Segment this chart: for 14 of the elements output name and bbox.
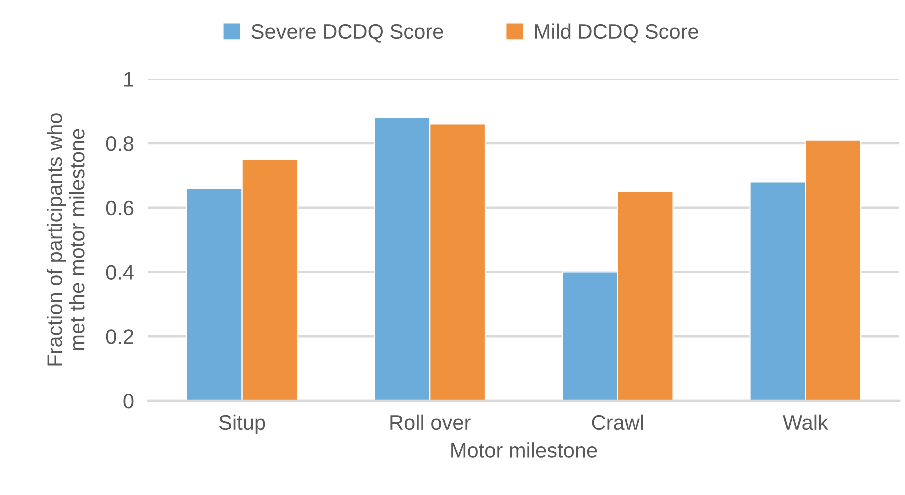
x-tick-label: Situp: [220, 414, 266, 434]
x-tick-label: Crawl: [592, 414, 644, 430]
x-axis-title: Motor milestone: [452, 442, 598, 458]
legend-label: Mild DCDQ Score: [535, 24, 698, 43]
y-tick-label: 0.4: [106, 265, 134, 280]
x-tick-label: Roll over: [390, 414, 471, 430]
x-tick-label: Walk: [783, 414, 828, 430]
y-tick-label: 0.2: [106, 330, 134, 344]
legend-label: Severe DCDQ Score: [252, 24, 444, 43]
y-tick-label: 0.8: [106, 136, 134, 152]
y-tick-label: 0.6: [106, 200, 134, 216]
y-axis-title: Fraction of participants who met the motor milestone: [47, 114, 85, 366]
y-tick-label: 1: [124, 72, 134, 87]
y-tick-label: 0: [124, 394, 134, 409]
